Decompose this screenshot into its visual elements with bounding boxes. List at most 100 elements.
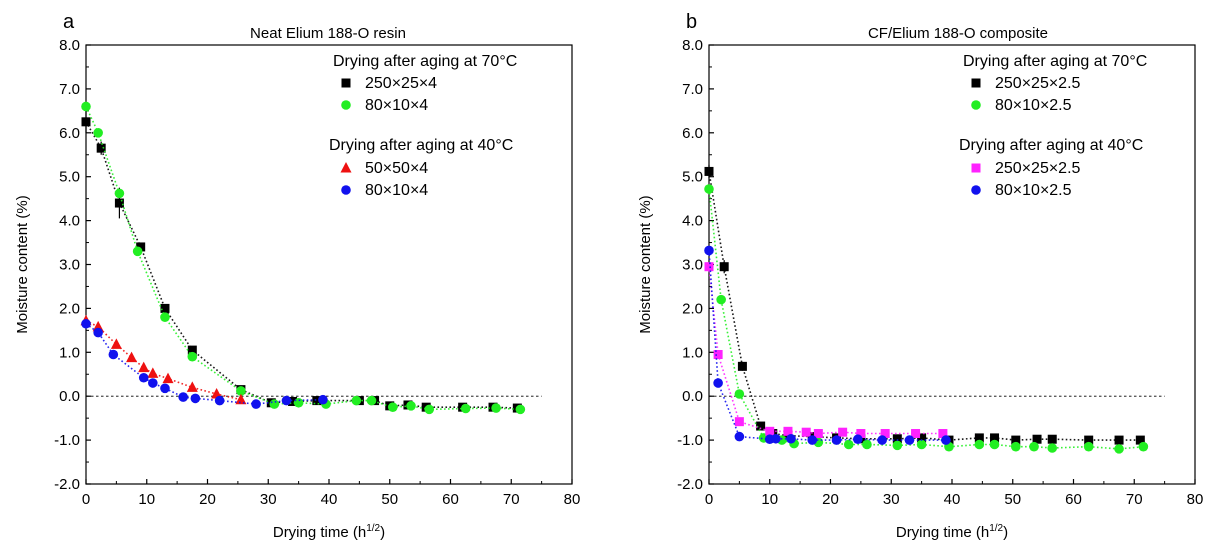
panel-label: a [63,11,75,33]
x-tick-label: 40 [944,491,961,508]
data-point [93,327,103,338]
data-point [734,431,745,442]
data-point [269,399,280,409]
data-point [281,395,292,406]
data-point [114,198,124,208]
x-axis-label: Drying time (h1/2) [896,523,1008,541]
x-tick-label: 50 [381,491,398,508]
plot-frame [85,44,573,485]
chart-panel-b: -2.0 -1.0 0.0 1.0 2.0 3.0 4.0 5.0 6.0 7.0 8.0 0 10 20… [637,11,1203,541]
data-point [713,349,723,359]
data-point [1011,435,1021,445]
data-point [186,381,198,392]
data-point [491,403,501,413]
data-point [737,361,747,371]
series-trend-line [708,171,1141,441]
x-tick-label: 20 [822,491,839,508]
data-point [853,434,863,445]
data-point [704,184,714,194]
y-tick-label: 1.0 [59,344,80,361]
data-point [892,434,902,444]
data-point [214,395,225,406]
legend-entry-label: 80×10×2.5 [995,97,1072,114]
data-point [713,378,723,388]
data-point [515,404,526,415]
x-tick-label: 40 [321,491,338,508]
series-1 [704,164,1145,445]
legend-entry-label: 50×50×4 [365,160,428,177]
legend-entry-label: 80×10×4 [365,97,428,114]
data-point [424,404,435,415]
data-point [989,439,1000,450]
legend-marker [341,100,351,110]
x-tick-label: 10 [761,491,778,508]
y-tick-label: 7.0 [682,81,703,98]
y-tick-label: 3.0 [59,257,80,274]
data-point [765,426,775,436]
data-point [771,433,781,444]
data-point [974,439,985,450]
chart-title: Neat Elium 188-O resin [250,25,406,42]
data-point [93,128,103,138]
x-tick-label: 0 [705,491,713,508]
legend-marker [971,100,981,110]
legend-marker [341,185,351,195]
data-point [114,188,125,199]
data-point [190,393,201,404]
series-2 [704,184,1149,454]
data-point [704,245,714,256]
y-tick-label: -2.0 [677,476,703,493]
y-tick-label: 5.0 [682,169,703,186]
x-axis-label: Drying time (h1/2) [273,523,385,541]
panel-label: b [686,11,697,33]
data-point [138,372,149,383]
data-point [1135,435,1145,445]
data-point [801,427,811,437]
y-axis-label: Moisture content (%) [637,195,654,333]
data-point [704,166,714,176]
data-point [734,417,744,427]
data-point [1010,441,1021,452]
data-point [318,394,328,405]
series-trend-line [85,323,323,405]
data-point [251,399,261,409]
y-tick-label: -1.0 [677,432,703,449]
y-tick-label: 4.0 [59,213,80,230]
data-point [187,351,198,362]
series-3 [704,262,948,439]
data-point [938,429,948,439]
data-point [716,294,726,305]
data-point [862,439,872,450]
chart-title: CF/Elium 188-O composite [868,25,1048,42]
data-point [916,439,927,450]
data-point [892,440,903,451]
data-point [783,426,793,436]
data-point [110,338,122,349]
data-point [880,429,890,439]
data-point [162,372,174,384]
legend-group-title: Drying after aging at 40°C [959,137,1143,154]
legend-marker [341,78,351,88]
y-tick-label: 3.0 [682,257,703,274]
x-tick-label: 20 [199,491,216,508]
data-point [406,401,416,411]
data-point [81,101,91,112]
x-tick-label: 10 [138,491,155,508]
y-tick-label: 8.0 [682,37,703,54]
x-tick-label: 0 [82,491,90,508]
data-point [917,433,927,443]
data-point [843,439,854,450]
y-tick-label: 8.0 [59,37,80,54]
x-tick-label: 50 [1004,491,1021,508]
data-point [1047,443,1058,453]
data-point [1114,435,1124,445]
data-point [756,421,766,431]
data-point [288,396,298,406]
data-point [1084,435,1094,445]
data-point [138,361,150,373]
legend-group-title: Drying after aging at 70°C [963,53,1147,70]
x-tick-label: 60 [442,491,459,508]
series-trend-line [708,188,1144,450]
x-tick-label: 30 [260,491,277,508]
